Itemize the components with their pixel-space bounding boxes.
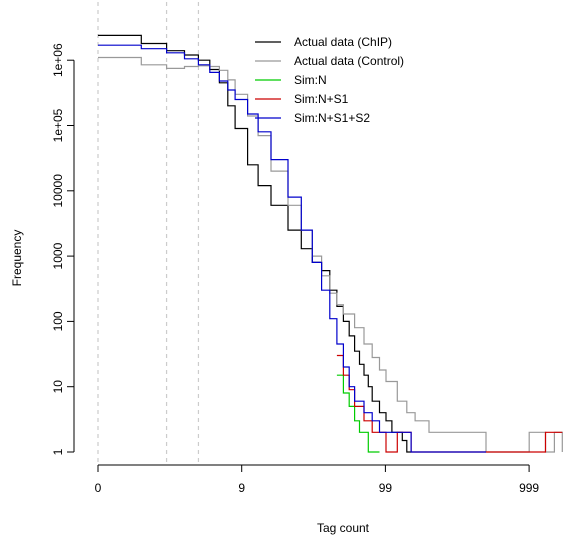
y-tick-label-0: 1 [51,448,65,455]
y-axis-label: Frequency [10,230,24,287]
x-tick-label-0: 0 [95,481,102,495]
series-line-1 [98,56,563,453]
series-line-2 [336,374,380,453]
legend-label-2: Sim:N [294,73,327,87]
x-tick-label-1: 9 [238,481,245,495]
y-tick-label-1: 10 [51,380,65,394]
y-tick-label-6: 1e+06 [51,43,65,77]
legend-label-0: Actual data (ChIP) [294,35,392,49]
legend-label-3: Sim:N+S1 [294,92,349,106]
x-tick-label-2: 99 [379,481,393,495]
y-tick-label-3: 1000 [51,242,65,269]
series-layer [98,34,563,453]
legend-label-4: Sim:N+S1+S2 [294,111,370,125]
legend-label-1: Actual data (Control) [294,54,404,68]
x-tick-label-3: 999 [519,481,539,495]
series-line-4 [98,44,486,453]
y-tick-label-2: 100 [51,311,65,331]
legend: Actual data (ChIP) Actual data (Control) S… [255,35,404,125]
y-tick-label-4: 10000 [51,174,65,208]
x-axis-label: Tag count [317,521,370,535]
series-line-3 [336,354,563,453]
y-tick-label-5: 1e+05 [51,108,65,142]
series-line-0 [98,34,412,453]
reference-lines [97,2,200,465]
